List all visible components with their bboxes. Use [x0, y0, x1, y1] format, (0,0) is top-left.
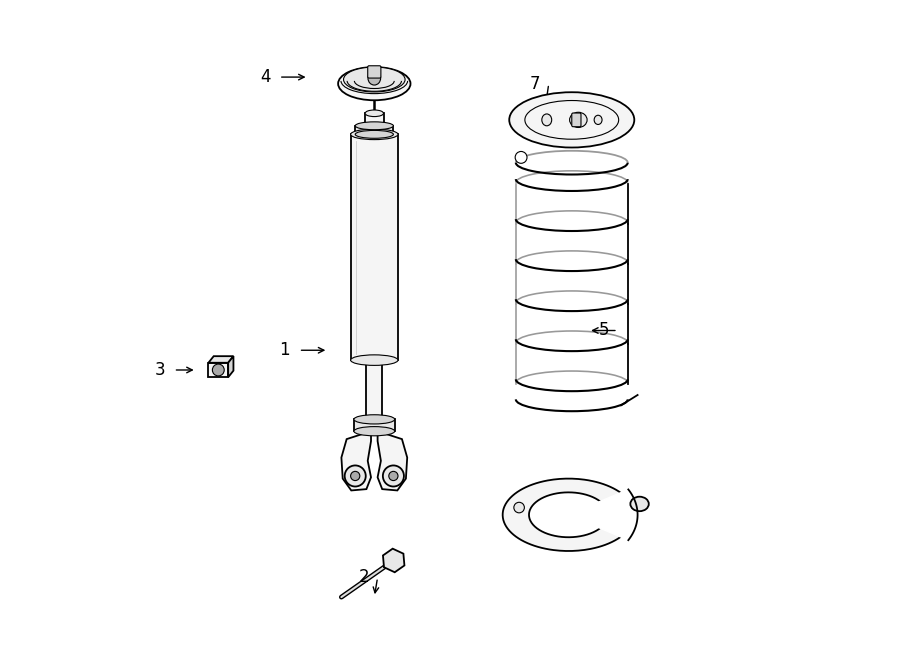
Polygon shape — [569, 489, 637, 540]
Ellipse shape — [351, 129, 398, 139]
Ellipse shape — [338, 67, 410, 100]
Polygon shape — [341, 431, 371, 490]
Text: 1: 1 — [279, 341, 290, 359]
Circle shape — [389, 471, 398, 481]
Ellipse shape — [365, 123, 383, 130]
Polygon shape — [366, 360, 382, 419]
Ellipse shape — [356, 122, 393, 130]
FancyBboxPatch shape — [209, 363, 229, 377]
Text: 5: 5 — [598, 321, 609, 340]
Ellipse shape — [594, 115, 602, 124]
Polygon shape — [529, 492, 608, 537]
Circle shape — [514, 502, 525, 513]
Polygon shape — [351, 134, 398, 360]
Polygon shape — [229, 356, 233, 377]
Circle shape — [212, 364, 224, 376]
FancyBboxPatch shape — [368, 65, 381, 78]
Polygon shape — [503, 479, 634, 551]
Polygon shape — [378, 431, 407, 490]
Circle shape — [382, 465, 404, 486]
Ellipse shape — [570, 112, 587, 128]
Text: 2: 2 — [358, 568, 369, 586]
Circle shape — [515, 151, 527, 163]
Circle shape — [351, 471, 360, 481]
Circle shape — [345, 465, 365, 486]
Ellipse shape — [368, 71, 381, 85]
Ellipse shape — [351, 355, 398, 366]
Polygon shape — [356, 126, 393, 134]
Ellipse shape — [354, 426, 395, 436]
Ellipse shape — [630, 496, 649, 511]
Text: 3: 3 — [155, 361, 165, 379]
Text: 4: 4 — [260, 68, 270, 86]
Ellipse shape — [344, 67, 405, 92]
Polygon shape — [354, 419, 395, 431]
Polygon shape — [365, 113, 383, 126]
Text: 6: 6 — [598, 506, 609, 524]
FancyBboxPatch shape — [572, 113, 581, 127]
Text: 7: 7 — [530, 75, 540, 93]
Polygon shape — [209, 356, 233, 363]
Ellipse shape — [354, 414, 395, 424]
Ellipse shape — [542, 114, 552, 126]
Ellipse shape — [356, 130, 393, 138]
Ellipse shape — [509, 93, 634, 147]
Polygon shape — [383, 549, 404, 572]
Ellipse shape — [365, 110, 383, 116]
